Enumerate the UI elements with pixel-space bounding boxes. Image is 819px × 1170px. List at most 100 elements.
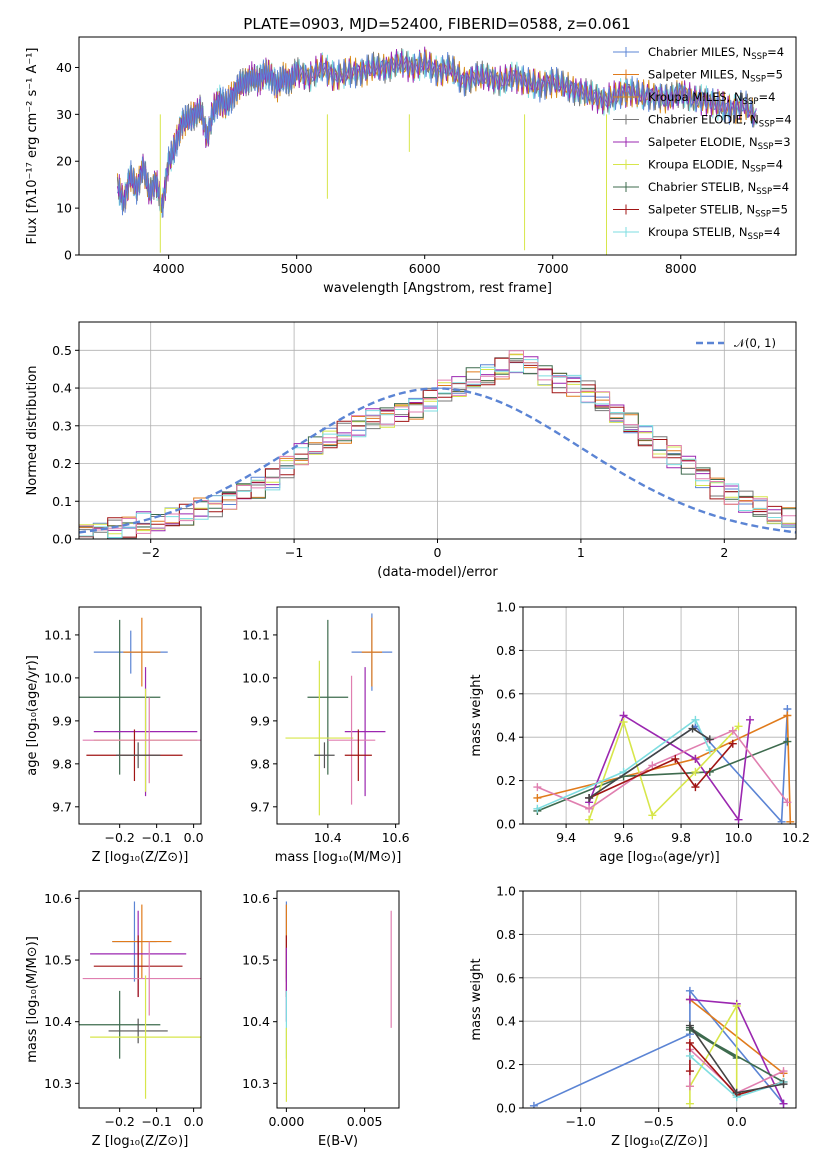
- weight-marker: [746, 715, 755, 724]
- weight-marker: [585, 815, 594, 824]
- x-tick-label: 9.6: [614, 830, 634, 845]
- weight-marker: [685, 1067, 694, 1076]
- legend-subscript: SSP: [751, 52, 767, 62]
- panel-mass-vs-Z: −0.2 −0.1 0.0 10.3 10.4 10.5 10.6 Z [log₁₀(Z/Z⊙…: [25, 890, 204, 1149]
- y-tick-label: 0.6: [496, 970, 516, 985]
- legend-subscript: SSP: [750, 165, 766, 175]
- x-tick-label: 8000: [665, 261, 697, 276]
- x-tick-label: 10.2: [782, 830, 810, 845]
- plot-area: [79, 617, 201, 797]
- y-tick-label: 1.0: [496, 884, 516, 899]
- y-tick-label: 10.6: [44, 891, 72, 906]
- y-axis-label: mass [log₁₀(M/M⊙)]: [25, 936, 40, 1063]
- y-tick-label: 10.0: [242, 670, 270, 685]
- weight-marker: [783, 798, 792, 807]
- weight-line: [537, 714, 792, 822]
- weight-line: [588, 743, 734, 799]
- weight-line: [588, 719, 740, 820]
- y-tick-label: 10.4: [44, 1014, 72, 1029]
- legend-value: =5: [771, 203, 788, 217]
- x-tick-label: 10.4: [314, 830, 342, 845]
- y-tick-label: 0.4: [496, 730, 516, 745]
- weight-marker: [685, 1082, 694, 1091]
- y-axis-label: Normed distribution: [25, 366, 40, 496]
- y-tick-label: 0.6: [496, 686, 516, 701]
- y-tick-label: 10.4: [242, 1014, 270, 1029]
- y-tick-label: 40: [56, 60, 72, 75]
- y-tick-label: 0.1: [52, 494, 72, 509]
- legend-value: =3: [774, 135, 791, 149]
- legend-value: =4: [766, 158, 783, 172]
- axes-frame: [276, 606, 400, 825]
- weight-marker: [728, 726, 737, 735]
- legend-value: =4: [758, 90, 775, 104]
- y-tick-label: 0.8: [496, 643, 516, 658]
- x-tick-label: 6000: [409, 261, 441, 276]
- x-tick-label: 0.0: [184, 1114, 204, 1129]
- weight-marker: [585, 804, 594, 813]
- weight-marker: [779, 1099, 788, 1108]
- x-axis-label: wavelength [Angstrom, rest frame]: [323, 281, 552, 296]
- y-tick-label: 0.0: [496, 1101, 516, 1116]
- weight-marker: [779, 1067, 788, 1076]
- legend-subscript: SSP: [759, 120, 775, 130]
- weight-marker: [705, 746, 714, 755]
- y-tick-label: 10.1: [44, 627, 72, 642]
- weight-marker: [529, 1101, 538, 1108]
- weight-marker: [585, 793, 594, 802]
- weight-marker: [648, 811, 657, 820]
- weight-marker: [728, 739, 737, 748]
- legend-value: =5: [766, 68, 783, 82]
- panel-weights-vs-age: 9.4 9.6 9.8 10.0 10.2 0.0 0.2 0.4 0.6 0.8 1.0 age […: [469, 600, 810, 866]
- weight-marker: [533, 793, 542, 802]
- legend-subscript: SSP: [748, 232, 764, 242]
- legend-entry: 𝒩(0, 1): [734, 336, 776, 350]
- y-axis-label: Flux [fλ10⁻¹⁷ erg cm⁻² s⁻¹ A⁻¹]: [25, 48, 40, 245]
- y-tick-label: 0.4: [496, 1014, 516, 1029]
- x-axis-label: Z [log₁₀(Z/Z⊙)]: [92, 850, 189, 865]
- y-tick-label: 9.8: [250, 756, 270, 771]
- weight-marker: [688, 724, 697, 733]
- x-tick-label: −1.0: [566, 1114, 596, 1129]
- axes-frame: [522, 890, 797, 1109]
- legend-entry: Chabrier STELIB, NSSP=4: [648, 180, 789, 197]
- normal-curve: [79, 387, 796, 534]
- y-tick-label: 10.5: [242, 953, 270, 968]
- panel-age-vs-Z: −0.2 −0.1 0.0 9.7 9.8 9.9 10.0 10.1 Z [log₁₀(Z/Z…: [25, 606, 204, 865]
- weight-marker: [685, 1021, 694, 1030]
- weight-marker: [705, 735, 714, 744]
- plot-area: [116, 46, 757, 255]
- plot-area: [529, 986, 788, 1108]
- x-axis-label: Z [log₁₀(Z/Z⊙)]: [92, 1134, 189, 1149]
- y-tick-label: 0.3: [52, 418, 72, 433]
- weight-marker: [783, 737, 792, 746]
- legend-value: =4: [772, 180, 789, 194]
- legend-value: =4: [767, 45, 784, 59]
- panel-mass-vs-EBV: 0.000 0.005 10.3 10.4 10.5 10.6 E(B-V): [242, 890, 400, 1149]
- plot-area: [79, 350, 796, 539]
- weight-line: [689, 1003, 738, 1104]
- x-tick-label: −0.1: [141, 1114, 171, 1129]
- x-tick-label: −0.2: [104, 1114, 134, 1129]
- weight-marker: [685, 1051, 694, 1060]
- weight-marker: [685, 1038, 694, 1047]
- y-tick-label: 9.7: [52, 799, 72, 814]
- x-tick-label: 2: [720, 545, 728, 560]
- y-tick-label: 0.2: [496, 773, 516, 788]
- y-axis-label: age [log₁₀(age/yr)]: [25, 655, 40, 776]
- plot-area: [79, 901, 201, 1099]
- weight-line: [588, 714, 751, 822]
- legend-entry: Salpeter STELIB, NSSP=5: [648, 203, 788, 220]
- weight-marker: [671, 754, 680, 763]
- y-tick-label: 10.3: [242, 1076, 270, 1091]
- weight-marker: [648, 761, 657, 770]
- legend-subscript: SSP: [750, 75, 766, 85]
- x-tick-label: 10.6: [382, 830, 410, 845]
- x-tick-label: −0.2: [104, 830, 134, 845]
- legend-value: =4: [763, 225, 780, 239]
- y-tick-label: 10.6: [242, 891, 270, 906]
- y-tick-label: 9.7: [250, 799, 270, 814]
- plot-area: [285, 901, 392, 1102]
- x-tick-label: 0.005: [347, 1114, 383, 1129]
- legend-entry: Salpeter ELODIE, NSSP=3: [648, 135, 791, 152]
